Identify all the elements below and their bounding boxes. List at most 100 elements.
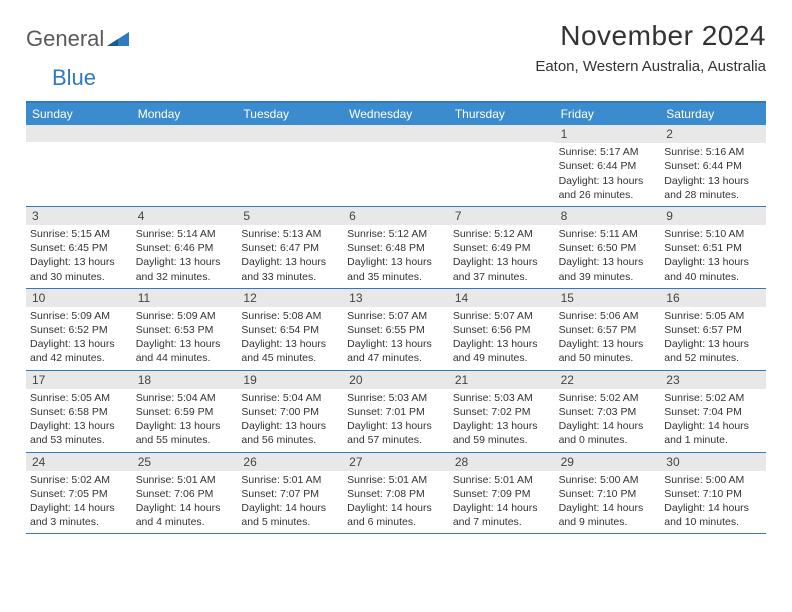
calendar-cell: 2Sunrise: 5:16 AMSunset: 6:44 PMDaylight…	[660, 125, 766, 206]
sunrise-text: Sunrise: 5:16 AM	[664, 145, 762, 159]
day-number: 14	[449, 289, 555, 307]
day-headers-row: SundayMondayTuesdayWednesdayThursdayFrid…	[26, 103, 766, 125]
calendar-cell: 20Sunrise: 5:03 AMSunset: 7:01 PMDayligh…	[343, 371, 449, 452]
daylight-text-1: Daylight: 13 hours	[559, 255, 657, 269]
calendar-cell: 27Sunrise: 5:01 AMSunset: 7:08 PMDayligh…	[343, 453, 449, 534]
sunset-text: Sunset: 7:10 PM	[664, 487, 762, 501]
sunrise-text: Sunrise: 5:05 AM	[30, 391, 128, 405]
calendar-cell: 28Sunrise: 5:01 AMSunset: 7:09 PMDayligh…	[449, 453, 555, 534]
sunset-text: Sunset: 6:59 PM	[136, 405, 234, 419]
sunset-text: Sunset: 7:06 PM	[136, 487, 234, 501]
daylight-text-2: and 5 minutes.	[241, 515, 339, 529]
day-number: 25	[132, 453, 238, 471]
sunrise-text: Sunrise: 5:08 AM	[241, 309, 339, 323]
daylight-text-1: Daylight: 14 hours	[664, 501, 762, 515]
day-number: 18	[132, 371, 238, 389]
calendar-cell	[132, 125, 238, 206]
week-row: 10Sunrise: 5:09 AMSunset: 6:52 PMDayligh…	[26, 289, 766, 371]
weeks-container: 1Sunrise: 5:17 AMSunset: 6:44 PMDaylight…	[26, 125, 766, 534]
sunrise-text: Sunrise: 5:07 AM	[347, 309, 445, 323]
daylight-text-2: and 55 minutes.	[136, 433, 234, 447]
sunrise-text: Sunrise: 5:03 AM	[347, 391, 445, 405]
day-number: 21	[449, 371, 555, 389]
sunrise-text: Sunrise: 5:11 AM	[559, 227, 657, 241]
calendar-cell: 14Sunrise: 5:07 AMSunset: 6:56 PMDayligh…	[449, 289, 555, 370]
sunrise-text: Sunrise: 5:12 AM	[347, 227, 445, 241]
daylight-text-1: Daylight: 13 hours	[664, 174, 762, 188]
day-number: 9	[660, 207, 766, 225]
sunrise-text: Sunrise: 5:14 AM	[136, 227, 234, 241]
daylight-text-2: and 49 minutes.	[453, 351, 551, 365]
daylight-text-2: and 52 minutes.	[664, 351, 762, 365]
sunrise-text: Sunrise: 5:10 AM	[664, 227, 762, 241]
sunset-text: Sunset: 7:00 PM	[241, 405, 339, 419]
calendar-cell: 19Sunrise: 5:04 AMSunset: 7:00 PMDayligh…	[237, 371, 343, 452]
week-row: 17Sunrise: 5:05 AMSunset: 6:58 PMDayligh…	[26, 371, 766, 453]
sunrise-text: Sunrise: 5:07 AM	[453, 309, 551, 323]
day-header: Sunday	[26, 103, 132, 125]
day-number: 5	[237, 207, 343, 225]
calendar-cell: 10Sunrise: 5:09 AMSunset: 6:52 PMDayligh…	[26, 289, 132, 370]
day-number: 15	[555, 289, 661, 307]
sunrise-text: Sunrise: 5:02 AM	[664, 391, 762, 405]
sunset-text: Sunset: 7:01 PM	[347, 405, 445, 419]
daylight-text-2: and 10 minutes.	[664, 515, 762, 529]
day-number: 29	[555, 453, 661, 471]
day-header: Friday	[555, 103, 661, 125]
calendar-cell: 3Sunrise: 5:15 AMSunset: 6:45 PMDaylight…	[26, 207, 132, 288]
sunset-text: Sunset: 6:44 PM	[664, 159, 762, 173]
sunrise-text: Sunrise: 5:17 AM	[559, 145, 657, 159]
calendar-cell: 24Sunrise: 5:02 AMSunset: 7:05 PMDayligh…	[26, 453, 132, 534]
daylight-text-2: and 59 minutes.	[453, 433, 551, 447]
day-number	[132, 125, 238, 142]
daylight-text-1: Daylight: 13 hours	[241, 337, 339, 351]
calendar-cell: 5Sunrise: 5:13 AMSunset: 6:47 PMDaylight…	[237, 207, 343, 288]
daylight-text-1: Daylight: 14 hours	[453, 501, 551, 515]
sunset-text: Sunset: 6:48 PM	[347, 241, 445, 255]
calendar-cell: 8Sunrise: 5:11 AMSunset: 6:50 PMDaylight…	[555, 207, 661, 288]
sunrise-text: Sunrise: 5:12 AM	[453, 227, 551, 241]
calendar-cell: 6Sunrise: 5:12 AMSunset: 6:48 PMDaylight…	[343, 207, 449, 288]
sunset-text: Sunset: 6:56 PM	[453, 323, 551, 337]
calendar-cell: 15Sunrise: 5:06 AMSunset: 6:57 PMDayligh…	[555, 289, 661, 370]
week-row: 1Sunrise: 5:17 AMSunset: 6:44 PMDaylight…	[26, 125, 766, 207]
sunset-text: Sunset: 7:09 PM	[453, 487, 551, 501]
sunset-text: Sunset: 6:57 PM	[664, 323, 762, 337]
daylight-text-2: and 40 minutes.	[664, 270, 762, 284]
daylight-text-1: Daylight: 13 hours	[347, 255, 445, 269]
daylight-text-1: Daylight: 13 hours	[453, 255, 551, 269]
calendar-cell: 1Sunrise: 5:17 AMSunset: 6:44 PMDaylight…	[555, 125, 661, 206]
day-number: 28	[449, 453, 555, 471]
daylight-text-2: and 4 minutes.	[136, 515, 234, 529]
daylight-text-1: Daylight: 13 hours	[559, 174, 657, 188]
sunrise-text: Sunrise: 5:00 AM	[559, 473, 657, 487]
day-number: 20	[343, 371, 449, 389]
logo-triangle-icon	[107, 26, 129, 52]
sunrise-text: Sunrise: 5:15 AM	[30, 227, 128, 241]
daylight-text-2: and 47 minutes.	[347, 351, 445, 365]
sunrise-text: Sunrise: 5:06 AM	[559, 309, 657, 323]
title-block: November 2024 Eaton, Western Australia, …	[535, 20, 766, 75]
day-number: 16	[660, 289, 766, 307]
daylight-text-2: and 42 minutes.	[30, 351, 128, 365]
daylight-text-2: and 44 minutes.	[136, 351, 234, 365]
calendar-cell: 18Sunrise: 5:04 AMSunset: 6:59 PMDayligh…	[132, 371, 238, 452]
brand-part1: General	[26, 26, 104, 52]
daylight-text-1: Daylight: 13 hours	[241, 419, 339, 433]
sunrise-text: Sunrise: 5:09 AM	[136, 309, 234, 323]
daylight-text-2: and 1 minute.	[664, 433, 762, 447]
calendar-cell: 25Sunrise: 5:01 AMSunset: 7:06 PMDayligh…	[132, 453, 238, 534]
daylight-text-2: and 33 minutes.	[241, 270, 339, 284]
daylight-text-2: and 39 minutes.	[559, 270, 657, 284]
day-number: 17	[26, 371, 132, 389]
day-number: 13	[343, 289, 449, 307]
calendar-cell: 30Sunrise: 5:00 AMSunset: 7:10 PMDayligh…	[660, 453, 766, 534]
day-number	[449, 125, 555, 142]
calendar-cell: 22Sunrise: 5:02 AMSunset: 7:03 PMDayligh…	[555, 371, 661, 452]
daylight-text-1: Daylight: 14 hours	[664, 419, 762, 433]
daylight-text-2: and 50 minutes.	[559, 351, 657, 365]
daylight-text-2: and 0 minutes.	[559, 433, 657, 447]
calendar: SundayMondayTuesdayWednesdayThursdayFrid…	[26, 101, 766, 534]
calendar-cell: 21Sunrise: 5:03 AMSunset: 7:02 PMDayligh…	[449, 371, 555, 452]
daylight-text-2: and 9 minutes.	[559, 515, 657, 529]
